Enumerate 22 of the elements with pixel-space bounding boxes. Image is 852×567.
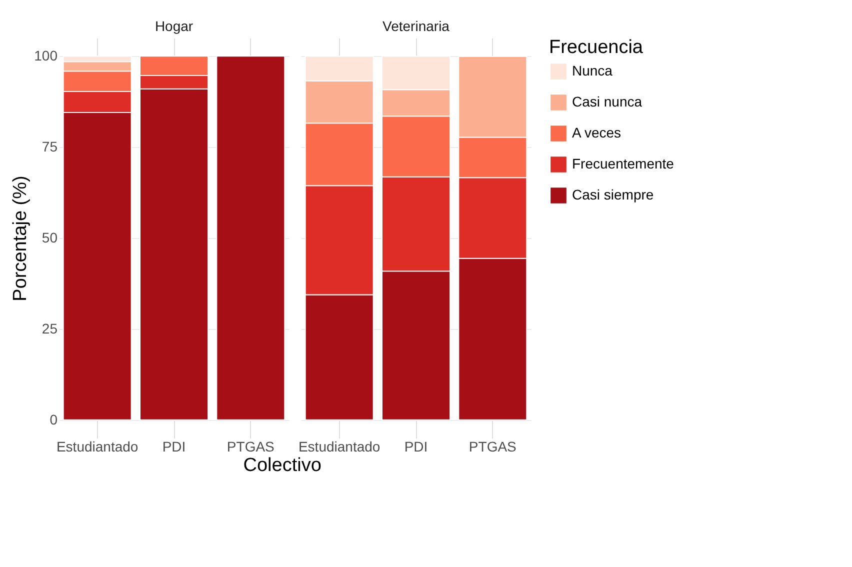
legend-label: A veces [572, 124, 622, 140]
y-axis-title: Porcentaje (%) [10, 176, 32, 302]
y-tick-label: 100 [34, 48, 58, 64]
y-tick-label: 25 [42, 320, 58, 336]
y-tick-label: 50 [42, 230, 58, 246]
bar [216, 56, 286, 420]
x-tick-label: PTGAS [468, 438, 516, 454]
y-tick-label: 75 [42, 138, 58, 155]
x-tick-label: PDI [404, 438, 428, 454]
legend-label: Frecuentemente [572, 156, 674, 172]
x-axis-title: Colectivo [243, 455, 322, 476]
legend-label: Nunca [572, 62, 613, 78]
legend-title: Frecuencia [549, 37, 644, 58]
x-tick-label: PDI [162, 438, 186, 454]
legend-label: Casi siempre [572, 186, 654, 202]
x-tick-label: PTGAS [226, 438, 274, 454]
x-tick-label: Estudiantado [56, 438, 138, 454]
chart-title: Veterinaria [382, 18, 450, 34]
legend-label: Casi nunca [572, 94, 642, 110]
x-tick-label: Estudiantado [298, 438, 380, 454]
chart-title: Hogar [154, 18, 194, 34]
y-tick-label: 0 [50, 411, 58, 428]
